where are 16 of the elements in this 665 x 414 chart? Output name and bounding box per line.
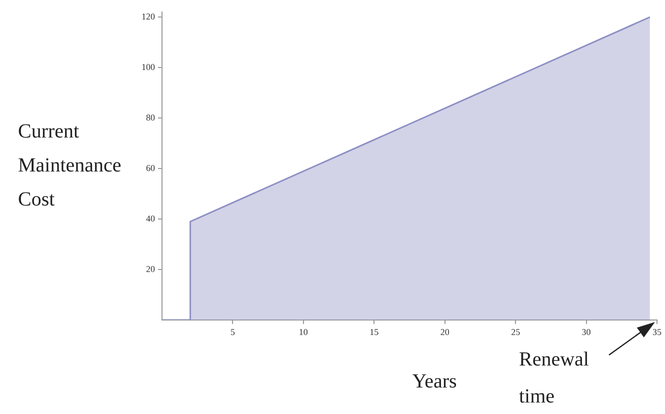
y-axis-title: Current Maintenance Cost <box>18 120 122 210</box>
x-tick-label: 10 <box>298 326 308 337</box>
x-tick-label: 35 <box>652 326 662 337</box>
x-tick-label: 5 <box>230 326 236 337</box>
x-tick-label: 25 <box>511 326 521 337</box>
x-tick-label: 20 <box>440 326 450 337</box>
x-tick-label: 30 <box>582 326 592 337</box>
y-tick-label: 20 <box>146 264 156 274</box>
text: Renewal time <box>519 348 590 408</box>
y-tick-label: 100 <box>142 62 156 72</box>
x-tick-label: 15 <box>370 326 380 337</box>
y-tick-label: 120 <box>142 11 156 22</box>
x-axis-title: Years <box>412 370 458 392</box>
y-tick-label: 60 <box>146 162 156 173</box>
y-tick-label: 80 <box>146 112 156 122</box>
y-tick-label: 40 <box>146 213 156 224</box>
